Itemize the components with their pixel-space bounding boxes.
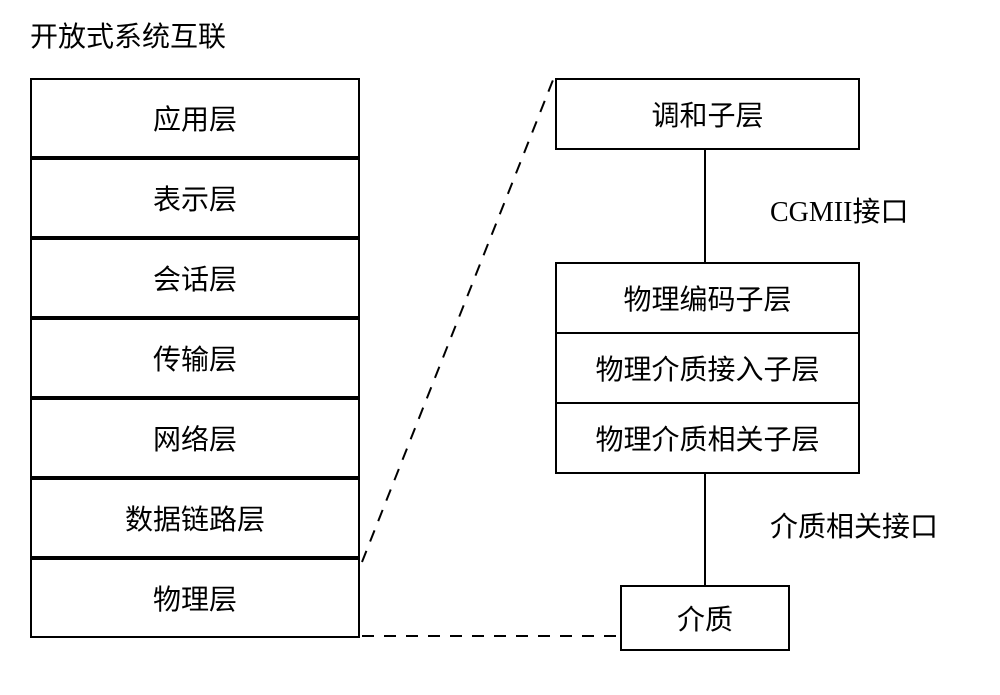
physical-medium-dependent-sublayer: 物理介质相关子层 [555, 402, 860, 474]
reconciliation-sublayer: 调和子层 [555, 78, 860, 150]
cgmii-interface-label: CGMII接口 [770, 190, 908, 230]
osi-layer-transport: 传输层 [30, 318, 360, 398]
medium-dependent-interface-label: 介质相关接口 [770, 505, 938, 545]
osi-layer-presentation: 表示层 [30, 158, 360, 238]
physical-medium-attachment-sublayer: 物理介质接入子层 [555, 332, 860, 404]
dashed-expand-top [362, 80, 553, 562]
medium-block: 介质 [620, 585, 790, 651]
osi-layer-application: 应用层 [30, 78, 360, 158]
physical-coding-sublayer: 物理编码子层 [555, 262, 860, 334]
osi-layer-datalink: 数据链路层 [30, 478, 360, 558]
osi-layer-network: 网络层 [30, 398, 360, 478]
diagram-title: 开放式系统互联 [30, 15, 226, 55]
diagram-canvas: 开放式系统互联 应用层 表示层 会话层 传输层 网络层 数据链路层 物理层 调和… [0, 0, 1000, 695]
osi-layer-physical: 物理层 [30, 558, 360, 638]
osi-layer-session: 会话层 [30, 238, 360, 318]
